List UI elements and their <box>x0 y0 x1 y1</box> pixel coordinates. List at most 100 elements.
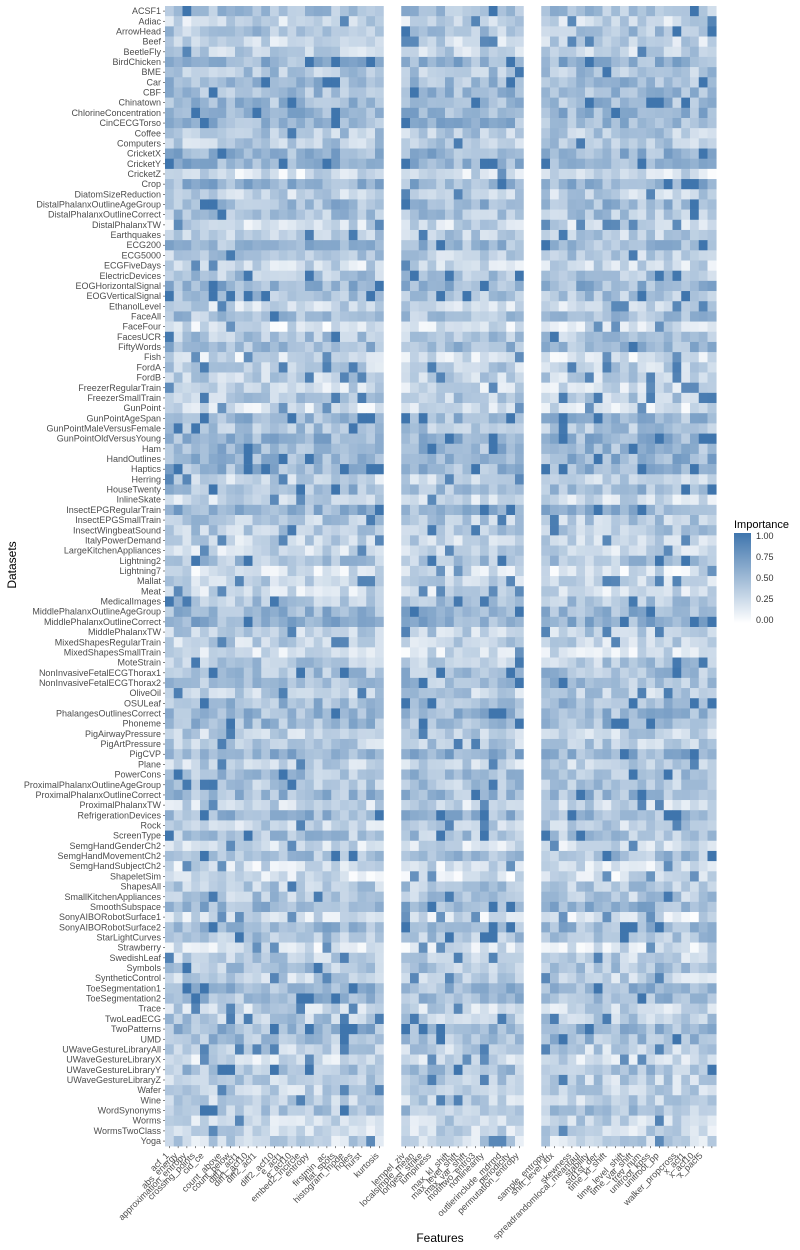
heatmap-cell <box>576 535 586 546</box>
heatmap-cell <box>576 789 586 801</box>
heatmap-cell <box>506 586 516 597</box>
heatmap-cell <box>313 158 323 170</box>
heatmap-cell <box>453 280 463 292</box>
heatmap-cell <box>593 626 603 638</box>
heatmap-cell <box>200 626 210 638</box>
heatmap-cell <box>296 484 306 495</box>
heatmap-cell <box>620 199 630 210</box>
heatmap-cell <box>462 240 472 251</box>
heatmap-cell <box>427 545 437 557</box>
heatmap-cell <box>392 311 402 322</box>
heatmap-cell <box>628 667 638 679</box>
heatmap-cell <box>497 586 507 597</box>
heatmap-cell <box>462 26 472 37</box>
heatmap-cell <box>497 67 507 78</box>
heatmap-cell <box>628 443 638 455</box>
heatmap-cell <box>200 637 210 648</box>
heatmap-cell <box>208 453 218 465</box>
heatmap-cell <box>690 545 700 557</box>
heatmap-cell <box>611 688 621 699</box>
heatmap-cell <box>497 443 507 455</box>
heatmap-cell <box>593 708 603 719</box>
heatmap-cell <box>453 168 463 180</box>
heatmap-cell <box>270 291 280 302</box>
heatmap-cell <box>593 677 603 689</box>
heatmap-cell <box>401 769 411 780</box>
heatmap-cell <box>340 26 350 37</box>
heatmap-cell <box>663 565 673 577</box>
heatmap-cell <box>200 229 210 241</box>
heatmap-cell <box>681 67 691 78</box>
heatmap-cell <box>707 26 717 37</box>
heatmap-cell <box>541 362 551 373</box>
heatmap-cell <box>357 341 367 353</box>
heatmap-cell <box>655 280 665 292</box>
heatmap-cell <box>453 392 463 404</box>
heatmap-cell <box>287 67 297 78</box>
heatmap-cell <box>585 97 595 109</box>
heatmap-cell <box>462 718 472 730</box>
heatmap-cell <box>217 199 227 210</box>
heatmap-cell <box>243 464 253 475</box>
heatmap-cell <box>270 56 280 68</box>
heatmap-cell <box>182 698 192 709</box>
heatmap-cell <box>593 372 603 383</box>
heatmap-cell <box>375 209 385 221</box>
heatmap-cell <box>620 26 630 37</box>
heatmap-cell <box>690 382 700 394</box>
heatmap-cell <box>663 443 673 455</box>
heatmap-cell <box>165 36 175 48</box>
heatmap-cell <box>278 545 288 557</box>
heatmap-cell <box>576 392 586 404</box>
heatmap-cell <box>462 789 472 801</box>
heatmap-cell <box>427 677 437 689</box>
heatmap-cell <box>620 657 630 668</box>
heatmap-cell <box>270 728 280 740</box>
heatmap-cell <box>541 626 551 638</box>
heatmap-cell <box>340 698 350 709</box>
heatmap-cell <box>646 311 656 322</box>
heatmap-cell <box>208 576 218 587</box>
heatmap-cell <box>488 321 498 333</box>
heatmap-cell <box>515 331 525 343</box>
heatmap-cell <box>331 738 341 750</box>
heatmap-cell <box>410 606 420 618</box>
heatmap-cell <box>296 586 306 597</box>
heatmap-cell <box>252 321 262 333</box>
heatmap-cell <box>261 474 271 485</box>
heatmap-cell <box>340 46 350 58</box>
heatmap-cell <box>252 718 262 730</box>
heatmap-cell <box>567 484 577 495</box>
heatmap-cell <box>173 626 183 638</box>
heatmap-cell <box>550 555 560 567</box>
heatmap-cell <box>182 362 192 373</box>
heatmap-cell <box>698 464 708 475</box>
heatmap-cell <box>471 800 481 811</box>
heatmap-cell <box>182 474 192 485</box>
heatmap-cell <box>208 759 218 770</box>
heatmap-cell <box>348 250 358 261</box>
heatmap-cell <box>515 677 525 689</box>
heatmap-cell <box>655 596 665 607</box>
heatmap-cell <box>602 6 612 17</box>
heatmap-cell <box>436 433 446 445</box>
heatmap-cell <box>628 494 638 506</box>
heatmap-cell <box>375 87 385 98</box>
heatmap-cell <box>348 46 358 58</box>
heatmap-cell <box>541 535 551 546</box>
heatmap-cell <box>357 576 367 587</box>
heatmap-cell <box>593 494 603 506</box>
heatmap-cell <box>550 148 560 159</box>
heatmap-cell <box>453 341 463 353</box>
heatmap-cell <box>296 606 306 618</box>
heatmap-cell <box>287 209 297 221</box>
heatmap-cell <box>480 341 490 353</box>
heatmap-cell <box>488 576 498 587</box>
heatmap-cell <box>567 576 577 587</box>
heatmap-cell <box>322 168 332 180</box>
heatmap-cell <box>296 280 306 292</box>
heatmap-cell <box>698 56 708 68</box>
heatmap-cell <box>427 117 437 129</box>
heatmap-cell <box>567 240 577 251</box>
heatmap-cell <box>375 749 385 760</box>
